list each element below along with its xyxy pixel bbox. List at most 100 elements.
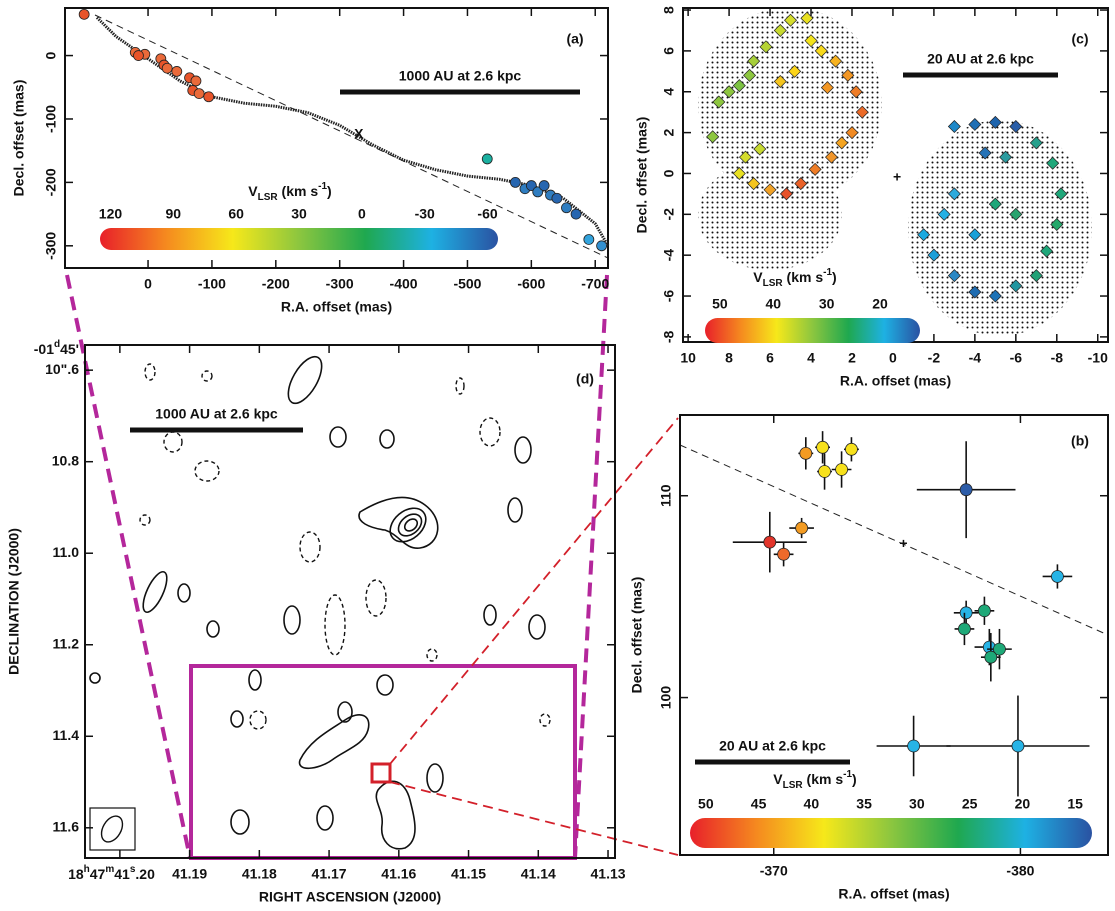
contour-negative — [300, 532, 320, 562]
maser-spot — [817, 441, 829, 453]
maser-spot — [958, 623, 970, 635]
x-tick-label: -700 — [581, 276, 609, 292]
zoom-line — [390, 782, 678, 855]
y-axis-label: Decl. offset (mas) — [634, 117, 650, 234]
maser-spot — [597, 241, 607, 251]
maser-spot — [79, 9, 89, 19]
contour-negative — [164, 432, 182, 452]
x-axis-label: R.A. offset (mas) — [840, 373, 951, 389]
y-tick-label: 11.6 — [53, 818, 80, 834]
colorbar — [690, 818, 1092, 848]
scale-bar-label: 1000 AU at 2.6 kpc — [155, 406, 278, 422]
maser-spot — [552, 193, 562, 203]
x-axis-label: RIGHT ASCENSION (J2000) — [259, 889, 441, 905]
center-marker: X — [354, 126, 364, 142]
scale-bar-label: 1000 AU at 2.6 kpc — [399, 68, 522, 84]
contour-negative — [202, 371, 212, 381]
y-tick-label: -4 — [661, 249, 677, 262]
panel-label: (c) — [1071, 31, 1088, 47]
contour — [376, 781, 415, 848]
maser-spot — [571, 209, 581, 219]
x-tick-label: 18h47m41s.20 — [68, 864, 155, 882]
colorbar-label: VLSR (km s-1) — [753, 267, 836, 289]
text-part: LSR — [783, 780, 804, 791]
maser-spot — [1012, 740, 1024, 752]
colorbar-tick-label: 15 — [1067, 796, 1083, 812]
x-tick-label: 41.19 — [172, 866, 207, 882]
contour — [207, 621, 219, 637]
reference-line — [680, 445, 1108, 635]
y-tick-label: 10".6 — [45, 361, 79, 377]
x-tick-label: -10 — [1088, 350, 1108, 366]
maser-spot — [172, 66, 182, 76]
zoom-line — [575, 275, 607, 858]
x-tick-label: -6 — [1010, 350, 1023, 366]
y-tick-label: -8 — [661, 330, 677, 343]
contour — [338, 702, 352, 722]
x-tick-label: -100 — [198, 276, 226, 292]
x-tick-label: 41.13 — [591, 866, 626, 882]
y-tick-label: 8 — [661, 6, 677, 14]
contour — [282, 351, 329, 408]
maser-spot — [539, 181, 549, 191]
text-part: ) — [832, 269, 837, 285]
contour — [249, 670, 261, 690]
plot-frame — [85, 345, 615, 858]
contour — [178, 584, 190, 602]
contour-negative — [250, 711, 266, 729]
contour-negative — [195, 461, 219, 481]
colorbar-tick-label: 20 — [872, 296, 888, 312]
contour — [231, 810, 249, 834]
maser-spot — [908, 740, 920, 752]
contour — [529, 615, 545, 639]
contour — [515, 437, 531, 463]
contour-negative — [427, 649, 437, 661]
text-part: 41 — [114, 866, 130, 882]
y-tick-label: -6 — [661, 290, 677, 303]
colorbar-tick-label: 40 — [804, 796, 820, 812]
maser-spot — [510, 177, 520, 187]
figure: 0-100-200-300-400-500-600-7000-100-200-3… — [0, 0, 1115, 911]
text-part: 18 — [68, 866, 84, 882]
contour-negative — [366, 580, 386, 616]
colorbar-tick-label: 40 — [765, 296, 781, 312]
y-axis-label: Decl. offset (mas) — [629, 577, 645, 694]
colorbar — [100, 228, 498, 250]
contour — [231, 711, 243, 727]
maser-spot — [836, 463, 848, 475]
y-tick-label: 0 — [661, 169, 677, 177]
panel-label: (b) — [1071, 433, 1089, 449]
x-tick-label: 41.14 — [521, 866, 556, 882]
colorbar-label: VLSR (km s-1) — [248, 181, 331, 203]
x-tick-label: -500 — [453, 276, 481, 292]
contour-negative — [140, 515, 150, 525]
maser-spot — [778, 548, 790, 560]
model-spot — [948, 120, 960, 132]
contour-negative — [325, 595, 345, 655]
text-part: .20 — [135, 866, 155, 882]
maser-spot — [796, 522, 808, 534]
y-tick-label: -200 — [43, 168, 59, 196]
x-tick-label: 10 — [680, 350, 696, 366]
panel-label: (a) — [566, 31, 583, 47]
x-tick-label: 0 — [889, 350, 897, 366]
y-tick-label: -100 — [43, 105, 59, 133]
x-tick-label: 8 — [725, 350, 733, 366]
maser-spot — [960, 484, 972, 496]
panel-label: (d) — [576, 371, 594, 387]
contour — [384, 501, 433, 548]
x-tick-label: 4 — [807, 350, 815, 366]
y-header-label: -01d45' — [34, 339, 79, 357]
beam-box — [90, 808, 135, 850]
x-tick-label: -200 — [262, 276, 290, 292]
colorbar — [705, 318, 920, 343]
scale-bar-label: 20 AU at 2.6 kpc — [927, 51, 1034, 67]
colorbar-tick-label: 120 — [99, 206, 123, 222]
zoom-box-small — [372, 764, 390, 782]
x-tick-label: 41.17 — [312, 866, 347, 882]
colorbar-label: VLSR (km s-1) — [773, 769, 856, 791]
text-part: 47 — [90, 866, 106, 882]
maser-spot — [985, 651, 997, 663]
x-tick-label: 6 — [766, 350, 774, 366]
y-tick-label: 11.0 — [53, 544, 80, 560]
